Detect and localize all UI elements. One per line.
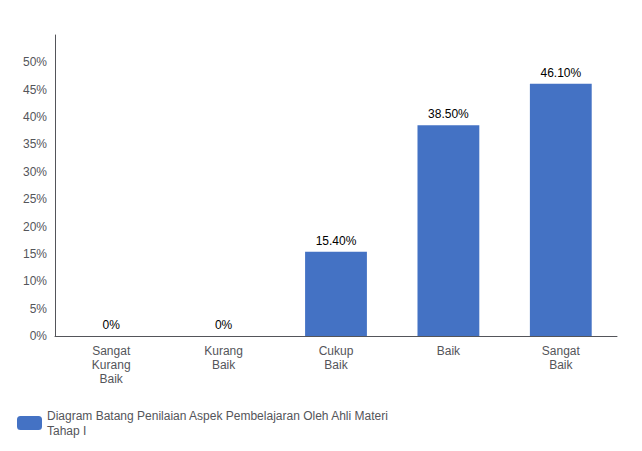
svg-text:Kurang: Kurang [204, 344, 243, 358]
svg-text:35%: 35% [23, 137, 47, 151]
svg-text:Baik: Baik [437, 344, 461, 358]
svg-text:38.50%: 38.50% [428, 107, 469, 121]
svg-text:Baik: Baik [212, 358, 236, 372]
svg-text:15.40%: 15.40% [316, 234, 357, 248]
svg-text:Baik: Baik [324, 358, 348, 372]
svg-text:Sangat: Sangat [542, 344, 581, 358]
svg-text:Cukup: Cukup [319, 344, 354, 358]
svg-text:20%: 20% [23, 220, 47, 234]
svg-text:45%: 45% [23, 83, 47, 97]
svg-text:25%: 25% [23, 192, 47, 206]
svg-text:50%: 50% [23, 55, 47, 69]
svg-text:15%: 15% [23, 247, 47, 261]
svg-text:Baik: Baik [100, 372, 124, 386]
svg-text:46.10%: 46.10% [540, 66, 581, 80]
svg-text:Sangat: Sangat [92, 344, 131, 358]
svg-text:30%: 30% [23, 165, 47, 179]
svg-text:40%: 40% [23, 110, 47, 124]
svg-text:0%: 0% [30, 329, 48, 343]
svg-text:Tahap I: Tahap I [47, 424, 86, 438]
svg-text:10%: 10% [23, 274, 47, 288]
svg-text:Baik: Baik [549, 358, 573, 372]
svg-text:0%: 0% [103, 318, 121, 332]
svg-text:5%: 5% [30, 302, 48, 316]
svg-text:0%: 0% [215, 318, 233, 332]
svg-text:Diagram Batang Penilaian Aspek: Diagram Batang Penilaian Aspek Pembelaja… [47, 409, 388, 423]
svg-text:Kurang: Kurang [92, 358, 131, 372]
